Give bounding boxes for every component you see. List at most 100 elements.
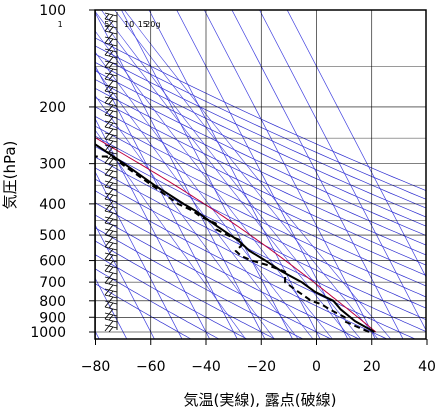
- x-tick-label: −40: [191, 359, 221, 375]
- temperature-line: [95, 142, 375, 333]
- mixing-ratio-line: [95, 10, 352, 339]
- mixing-ratio-label: 15: [138, 20, 148, 29]
- dry-adiabat-line: [95, 283, 191, 339]
- wind-barb: [104, 30, 118, 39]
- dry-adiabat-line: [95, 115, 426, 276]
- wind-barb: [104, 66, 118, 75]
- wind-barb: [104, 186, 118, 195]
- y-tick-label: 400: [39, 197, 66, 213]
- wind-barb: [104, 96, 118, 105]
- wind-barb: [104, 222, 118, 231]
- dry-adiabat-line: [95, 125, 426, 287]
- wind-barb: [104, 324, 118, 333]
- wind-barb: [104, 228, 118, 237]
- isotherm-line: [176, 10, 348, 339]
- wind-barb: [104, 216, 118, 225]
- mixing-ratio-label: 5: [104, 20, 109, 29]
- wind-barb: [104, 126, 118, 135]
- dewpoint-line: [95, 155, 370, 333]
- isotherm-line: [95, 277, 127, 339]
- wind-barb: [104, 168, 118, 177]
- mixing-ratio-label: 20g: [145, 20, 160, 29]
- mixing-ratio-line: [95, 30, 333, 339]
- isotherm-line: [259, 10, 426, 331]
- y-tick-label: 1000: [30, 325, 66, 341]
- wind-barb: [104, 54, 118, 63]
- dry-adiabat-line: [95, 37, 426, 192]
- wind-barb: [104, 102, 118, 111]
- wind-barb: [104, 246, 118, 255]
- wind-barb: [104, 198, 118, 207]
- x-tick-label: −80: [81, 359, 111, 375]
- wind-barb: [104, 312, 118, 321]
- x-axis-title: 気温(実線), 露点(破線): [184, 391, 337, 409]
- y-tick-label: 900: [39, 310, 66, 326]
- wind-barb: [104, 306, 118, 315]
- x-tick-label: −20: [246, 359, 276, 375]
- wind-barb: [104, 258, 118, 267]
- wind-barb: [104, 300, 118, 309]
- mixing-ratio-line: [114, 10, 379, 339]
- wind-barb: [104, 138, 118, 147]
- mixing-ratio-label: 1: [58, 20, 63, 29]
- reference-lines: [95, 10, 426, 339]
- wind-barb: [104, 78, 118, 87]
- dry-adiabat-line: [95, 135, 426, 298]
- wind-barb: [104, 252, 118, 261]
- dry-adiabat-line: [95, 97, 426, 256]
- isotherm-line: [148, 10, 321, 339]
- dry-adiabat-line: [95, 156, 426, 321]
- y-tick-label: 200: [39, 100, 66, 116]
- dry-adiabat-line: [95, 61, 426, 218]
- wind-barb: [104, 288, 118, 297]
- dry-adiabat-line: [95, 145, 426, 309]
- dry-adiabat-line: [95, 240, 275, 339]
- isotherm-line: [286, 10, 426, 278]
- wind-barb: [104, 174, 118, 183]
- wind-barb: [104, 120, 118, 129]
- wind-barb: [104, 276, 118, 285]
- sounding-lines: [95, 142, 375, 333]
- isotherm-line: [231, 10, 404, 339]
- mixing-ratio-label: 10: [124, 20, 134, 29]
- x-tick-label: 0: [312, 359, 321, 375]
- mixing-ratio-line: [95, 67, 299, 339]
- wind-barb: [104, 24, 118, 33]
- wind-barb: [104, 114, 118, 123]
- dry-adiabat-line: [95, 87, 426, 246]
- dry-adiabat-line: [95, 167, 426, 332]
- mixing-ratio-line: [95, 51, 314, 339]
- wind-barb: [104, 132, 118, 141]
- wind-barb: [104, 294, 118, 303]
- y-tick-label: 600: [39, 254, 66, 270]
- wind-barb: [104, 18, 118, 27]
- wind-barb: [104, 60, 118, 69]
- y-axis-title: 気圧(hPa): [1, 141, 19, 210]
- y-tick-label: 800: [39, 294, 66, 310]
- wind-barbs: [104, 12, 118, 333]
- dry-adiabat-line: [95, 78, 426, 236]
- wind-barb: [104, 318, 118, 327]
- wind-barb: [104, 240, 118, 249]
- x-axis: −80 −60 −40 −20 0 20 40: [81, 339, 436, 375]
- x-tick-label: −60: [136, 359, 166, 375]
- wind-barb: [104, 90, 118, 99]
- wind-barb: [104, 12, 118, 21]
- dry-adiabat-line: [95, 70, 426, 227]
- wind-barb: [104, 42, 118, 51]
- dry-adiabat-line: [95, 268, 219, 339]
- wind-barb: [104, 162, 118, 171]
- isotherm-line: [95, 117, 210, 339]
- dry-adiabat-line: [95, 178, 415, 339]
- y-tick-label: 700: [39, 275, 66, 291]
- dry-adiabat-line: [95, 53, 426, 209]
- wind-barb: [104, 264, 118, 273]
- isotherm-line: [95, 11, 266, 339]
- dry-adiabat-line: [95, 214, 331, 339]
- y-tick-label: 500: [39, 228, 66, 244]
- isotherm-line: [95, 170, 183, 339]
- wind-barb: [104, 84, 118, 93]
